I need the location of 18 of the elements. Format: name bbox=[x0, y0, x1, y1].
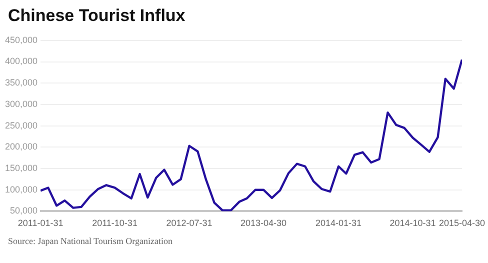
y-tick-label: 300,000 bbox=[4, 98, 38, 109]
x-tick-label: 2015-04-30 bbox=[438, 218, 486, 228]
y-tick-label: 100,000 bbox=[4, 184, 38, 194]
x-tick-label: 2014-10-31 bbox=[390, 218, 436, 228]
y-tick-label: 450,000 bbox=[4, 34, 38, 45]
x-tick-label: 2012-07-31 bbox=[166, 218, 212, 228]
y-tick-label: 400,000 bbox=[4, 56, 38, 66]
y-tick-label: 50,000 bbox=[10, 206, 38, 216]
y-tick-label: 150,000 bbox=[4, 162, 38, 173]
y-tick-label: 350,000 bbox=[4, 78, 38, 88]
x-tick-label: 2013-04-30 bbox=[240, 218, 287, 228]
chart-title: Chinese Tourist Influx bbox=[8, 6, 186, 26]
x-tick-label: 2011-10-31 bbox=[92, 218, 138, 228]
x-tick-label: 2011-01-31 bbox=[18, 218, 64, 228]
source-note: Source: Japan National Tourism Organization bbox=[8, 236, 173, 246]
x-tick-label: 2014-01-31 bbox=[316, 218, 362, 228]
y-tick-label: 250,000 bbox=[4, 120, 38, 130]
y-tick-label: 200,000 bbox=[4, 142, 38, 152]
